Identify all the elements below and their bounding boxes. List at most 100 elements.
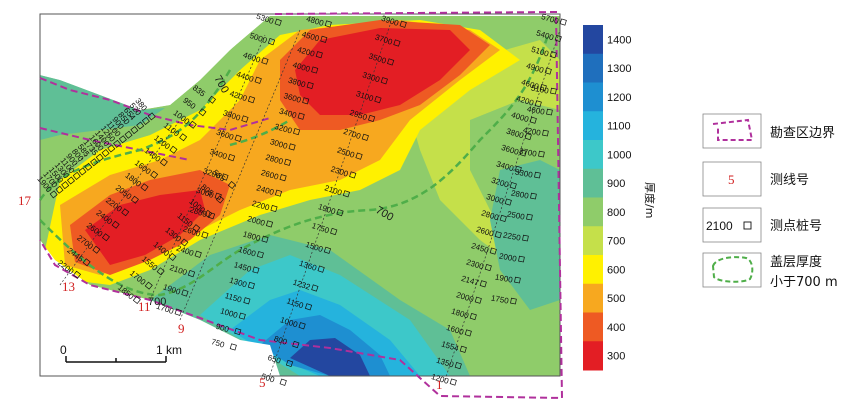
station-marker [215,195,224,204]
station-marker [179,133,188,142]
station-marker [479,280,487,288]
station-marker [315,51,323,59]
station-marker [330,227,338,236]
station-marker [72,171,81,180]
station-marker [538,150,545,158]
station-marker [241,115,249,123]
station-marker [247,281,255,289]
station-label: 4600 [526,104,546,116]
station-marker [449,378,457,386]
station-marker [73,270,82,279]
contour-fill [39,13,561,377]
station-marker [279,378,287,386]
colorbar-block [583,283,603,313]
colorbar-tick-label: 1000 [607,149,631,161]
station-marker [361,133,369,141]
station-marker [342,190,351,198]
station-marker [293,128,301,136]
station-marker [464,329,472,337]
station-marker [90,158,99,167]
station-marker [349,171,357,179]
station-label: 650 [266,353,282,366]
station-marker [519,149,527,157]
station-marker [499,214,507,222]
station-marker [159,158,168,167]
station-label: 3300 [514,167,534,179]
station-label: 500 [260,372,276,385]
station-marker [323,246,332,254]
station-marker [113,139,122,148]
colorbar-block [583,312,603,342]
station: 750 [210,337,237,351]
colorbar-tick-label: 300 [607,351,625,363]
station-marker [559,18,567,26]
colorbar-ticks: 1400 1300 1200 1100 1000 900 800 700 600 500 400 30… [607,34,631,362]
line-number: 13 [62,279,75,294]
colorbar-tick-label: 900 [607,178,625,190]
colorbar-tick-label: 700 [607,236,625,248]
station-marker [518,255,525,263]
station-marker [132,296,141,305]
line-number: 11 [138,299,151,314]
station-marker [393,39,401,47]
station-label: 2250 [502,230,522,242]
station-marker [95,153,104,162]
station-marker [101,233,110,242]
station-label: 2500 [506,209,526,221]
legend-station-label: 测点桩号 [770,219,822,234]
station-marker [320,35,328,43]
station-marker [92,245,101,254]
station-marker [306,81,314,89]
station-marker [82,258,91,267]
station-marker [368,114,376,123]
station-marker [311,66,319,74]
station-marker [147,112,156,121]
survey-lines [47,24,561,381]
station-marker [234,327,242,336]
station-marker [509,182,517,190]
station: 900 [215,322,242,336]
station-marker [192,224,201,233]
station-marker [554,34,562,42]
station-marker [274,189,283,197]
line-number: 9 [178,321,185,336]
station-marker [208,95,217,104]
station-label: 2000 [498,251,518,263]
colorbar-tick-label: 500 [607,293,625,305]
station-marker [188,120,197,129]
scale-start: 0 [60,343,67,357]
station-marker [243,297,251,305]
station-marker [288,143,296,151]
station-marker [121,208,130,217]
station-marker [387,58,395,66]
station-marker [78,167,87,176]
station-marker [118,135,127,144]
station: 1750 [490,293,517,306]
station-marker [227,181,236,190]
station-label: 900 [215,322,231,335]
station: 3700 [518,146,545,159]
colorbar-block [583,197,603,227]
station-marker [214,192,222,200]
station-marker [229,343,237,351]
legend-line-no-label: 测线号 [770,173,809,188]
colorbar-block [583,255,603,285]
station-marker [489,247,497,255]
station-marker [302,97,310,105]
station-marker [304,303,313,311]
station-marker [261,235,269,243]
survey-boundary [39,10,564,400]
station: 2000 [498,251,525,264]
station-label: 1900 [494,272,514,284]
station-marker [317,265,325,273]
cover-symbol [711,256,754,283]
station-marker [144,281,153,290]
contour-label: 700 [148,296,166,308]
station: 650 [266,353,294,368]
station-marker [84,162,93,171]
station-marker [227,153,236,162]
station-marker [270,204,278,213]
station-marker [168,252,177,261]
station-marker [494,231,502,239]
station-marker [181,289,189,297]
